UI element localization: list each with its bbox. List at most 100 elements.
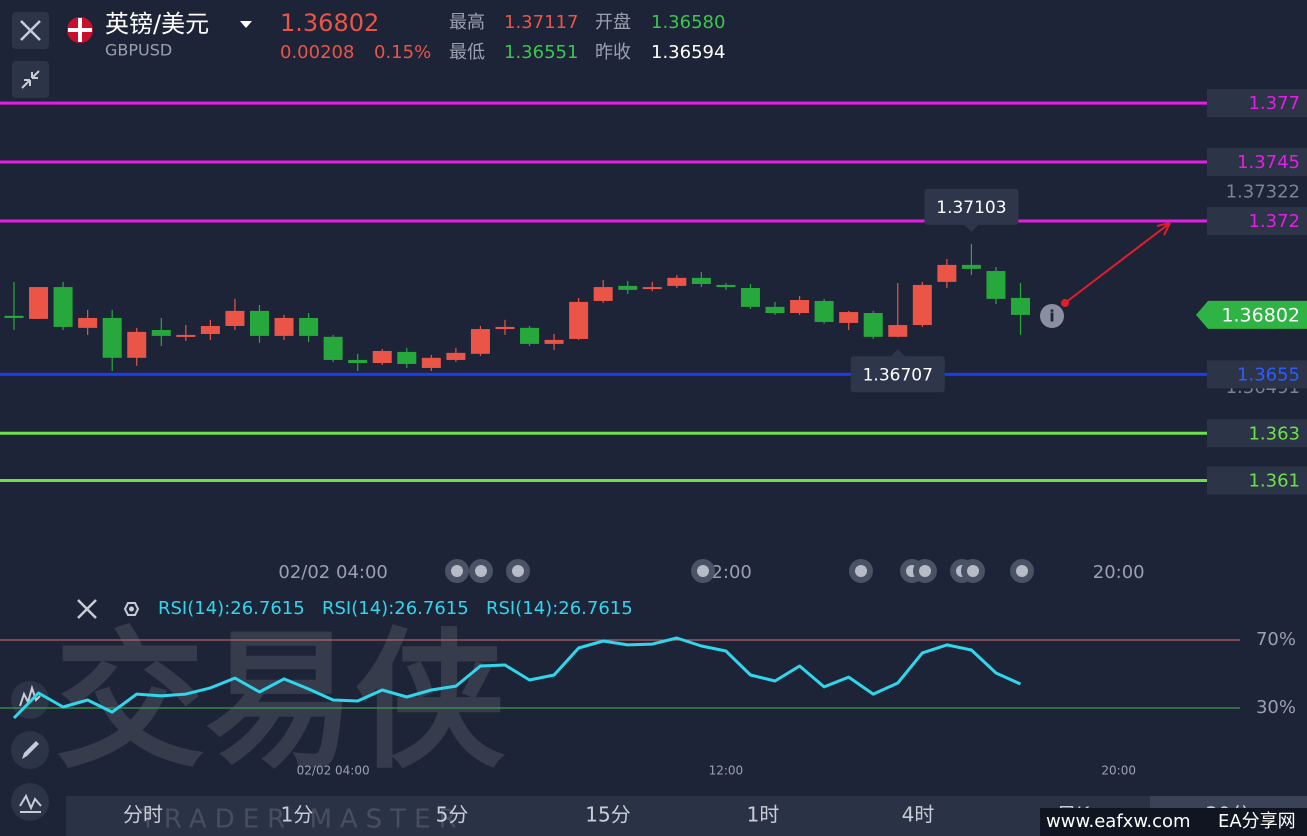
candle-body [470,329,490,354]
price-tag [1207,148,1307,177]
event-dot-center [855,565,867,577]
collapse-icon [21,70,40,89]
candle-body [200,325,220,335]
event-dot-center [967,565,979,577]
footer-site: www.eafxw.com [1046,811,1191,832]
max-label-pointer [964,224,979,232]
candle-body [249,310,269,336]
candle-body [78,317,98,328]
candle-body [53,287,73,327]
candle-body [299,317,319,336]
candle-body [520,327,540,344]
event-dot-center [1016,565,1028,577]
min-label-box [850,356,945,393]
candle-body [446,352,466,360]
rsi-legend: RSI(14):26.7615 [322,598,469,619]
min-label-pointer [890,349,905,357]
candle-body [912,284,932,326]
pair-title[interactable]: 英镑/美元 [105,10,209,38]
candle-body [740,288,760,307]
price-tag-label: 1.361 [1248,470,1300,491]
current-price-label: 1.36802 [1221,304,1300,326]
max-label-box [924,188,1019,225]
candle-body [593,287,613,301]
pair-symbol: GBPUSD [105,41,172,60]
event-dot-center [919,565,931,577]
timeframe-option[interactable]: 1分 [281,803,314,827]
candle-body [495,326,515,330]
collapse-button[interactable] [12,61,49,98]
flag-cross [68,18,92,42]
stat-label: 最低 [449,42,485,63]
min-label: 1.36707 [863,365,933,385]
candle-body [323,336,343,360]
current-price-tag [1196,300,1307,329]
candle-body [961,264,981,269]
x-tick-label: 20:00 [1093,562,1145,583]
drawn-arrow[interactable] [1064,222,1171,304]
rsi-legend: RSI(14):26.7615 [486,598,633,619]
price-change-pct: 0.15% [374,42,431,63]
price-tag-label: 1.3745 [1237,152,1300,173]
candle-body [372,350,392,364]
candle-body [348,359,368,364]
timeframe-option[interactable]: 15分 [585,803,630,827]
price-change: 0.00208 [280,42,354,63]
timeframe-option[interactable]: 分时 [123,803,163,827]
x-tick-label: 02/02 04:00 [297,764,370,778]
timeframe-option[interactable]: 4时 [902,803,935,827]
chart-tool[interactable] [11,783,49,821]
pencil-icon [22,741,39,759]
rsi-legend: RSI(14):26.7615 [158,598,305,619]
candle-body [814,300,834,322]
candle-body [888,325,908,337]
timeframe-option[interactable]: 1时 [747,803,780,827]
candle-body [151,329,171,336]
candle-body [716,284,736,288]
price-tag [1207,89,1307,118]
rsi-settings[interactable] [123,602,140,616]
rsi-line [12,636,1022,720]
watermark-logo: 交易侠 [55,615,506,789]
dropdown-arrow[interactable] [240,21,252,28]
candle-body [421,357,441,368]
last-price: 1.36802 [280,9,379,37]
arrow-anchor[interactable] [1061,299,1069,307]
chart-icon [19,793,42,813]
stat-value: 1.36594 [651,42,725,63]
candle-body [569,301,589,339]
candle-body [544,339,564,344]
x-tick-label: 20:00 [1101,764,1136,778]
x-tick-label: 12:00 [709,764,744,778]
footer-bg [1040,808,1307,836]
info-glyph: i [1049,307,1054,326]
price-tag [1207,419,1307,448]
candle-body [225,310,245,326]
watermark-tagline: TRADER MASTER [139,805,465,835]
stat-label: 最高 [449,12,485,33]
info-icon[interactable] [1040,304,1064,328]
timeframe-option[interactable]: 5分 [436,803,469,827]
stat-value: 1.36551 [504,42,578,63]
stat-label: 开盘 [595,12,631,33]
candle-body [397,351,417,364]
footer-name: EA分享网 [1218,811,1296,832]
price-tag-label: 1.363 [1248,423,1300,444]
candle-body [863,313,883,337]
y-tick-label: 30% [1256,697,1296,718]
event-dot-center [475,565,487,577]
event-dot-center [512,565,524,577]
close-icon [20,20,41,41]
max-label: 1.37103 [936,198,1006,218]
candle-body [127,331,147,358]
rsi-close[interactable] [77,599,97,619]
candle-body [642,287,662,290]
candle-body [176,334,196,337]
x-tick-label: 02/02 04:00 [278,562,387,583]
candle-body [839,312,859,323]
candle-body [29,287,49,319]
price-axis-label: 1.37322 [1226,181,1300,202]
candle-body [937,264,957,282]
candle-body [102,317,122,358]
